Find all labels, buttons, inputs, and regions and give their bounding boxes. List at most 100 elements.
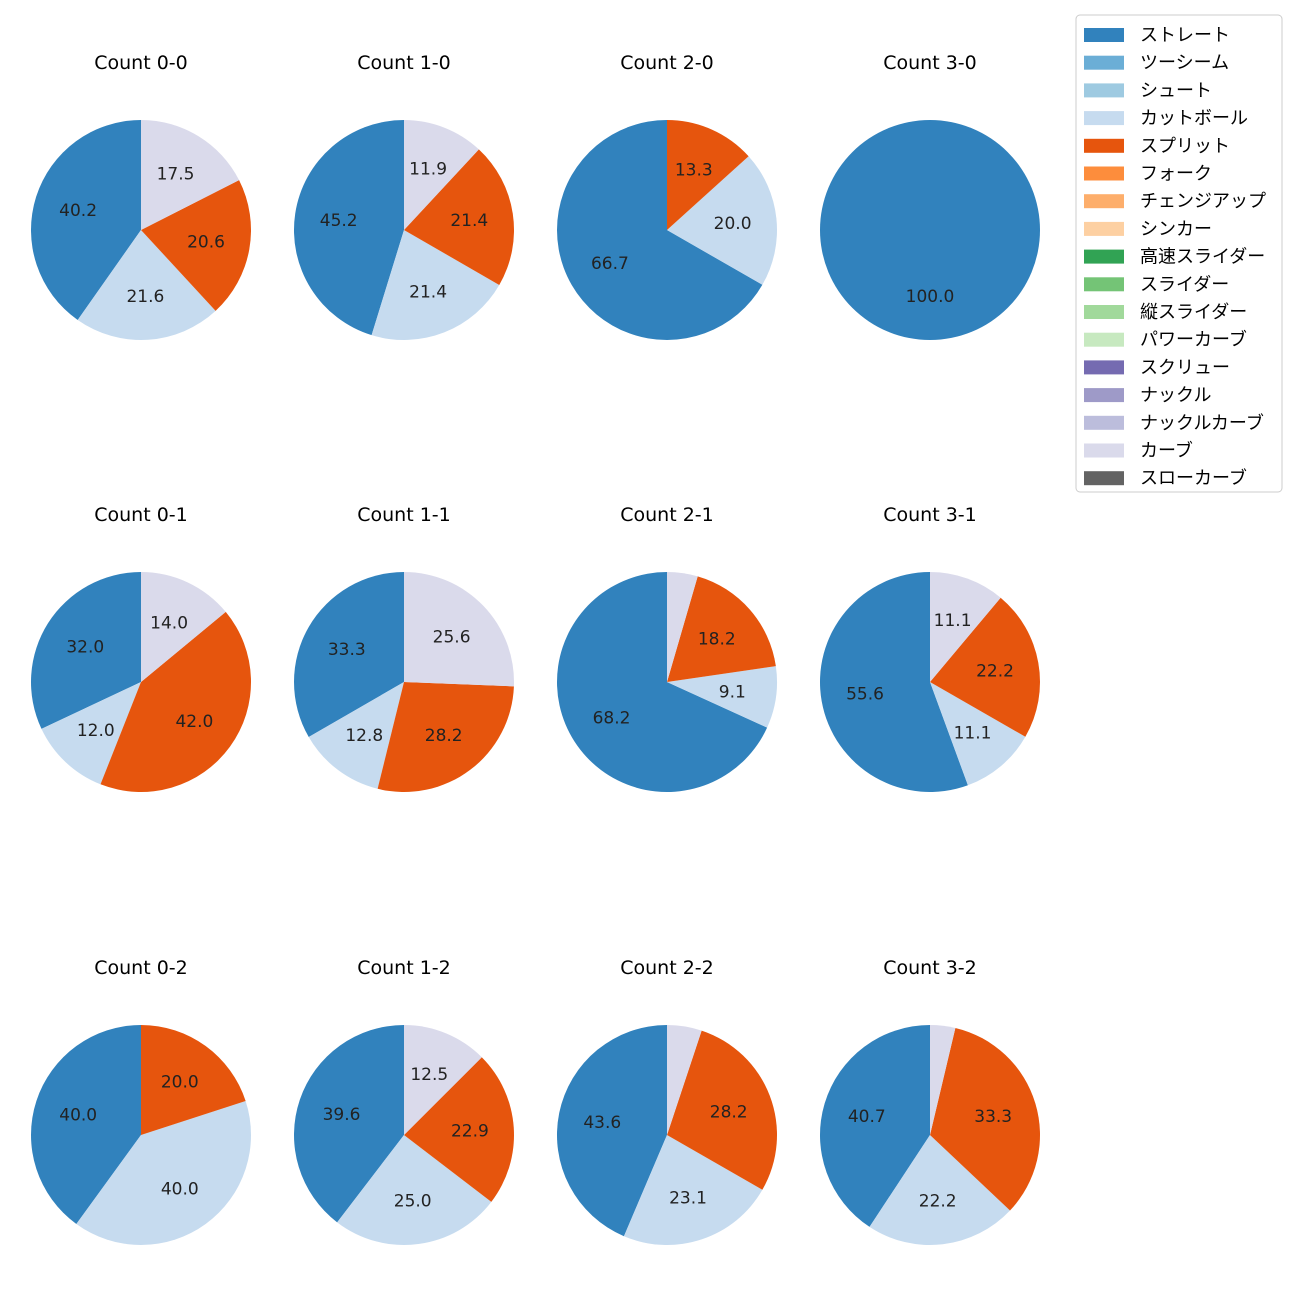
pie-slice-label: 33.3 (328, 640, 366, 660)
legend-swatch (1084, 55, 1124, 70)
pie-slice-4 (404, 572, 515, 687)
pie-slice-1 (30, 120, 141, 320)
pie-title: Count 2-1 (620, 504, 714, 526)
pie-slice-1 (556, 1025, 667, 1237)
pie-slice-label: 20.6 (187, 233, 225, 253)
pie-slice-2 (667, 666, 777, 728)
legend-swatch (1084, 443, 1124, 458)
pie-slice-1 (820, 120, 1040, 340)
pie-slice-2 (623, 1135, 763, 1246)
pie-slice-label: 20.0 (161, 1073, 199, 1093)
pie-title: Count 3-1 (883, 504, 977, 526)
pie-slice-3 (141, 1025, 246, 1135)
legend-item: フォーク (1084, 164, 1212, 185)
pie-title: Count 0-1 (94, 504, 188, 526)
pie-slice-3 (404, 149, 514, 285)
pie-slice-1 (30, 1025, 141, 1224)
pie-5: Count 0-1 32.0 12.0 42.0 14.0 (30, 504, 252, 793)
pie-slice-3 (930, 1027, 1040, 1211)
pie-slice-label: 28.2 (710, 1103, 748, 1123)
pie-slice-1 (294, 1025, 404, 1223)
legend-label: パワーカーブ (1140, 329, 1247, 351)
pie-slice-3 (404, 1057, 514, 1202)
pie-slice-label: 11.1 (954, 724, 992, 744)
legend-item: ツーシーム (1084, 53, 1229, 74)
legend-label: スクリュー (1140, 357, 1230, 378)
legend-item: カーブ (1084, 440, 1193, 462)
pie-slice-1 (294, 572, 404, 737)
legend-swatch (1084, 332, 1124, 347)
pie-slice-3 (667, 1030, 778, 1190)
pie-slice-label: 32.0 (66, 638, 104, 658)
pie-slice-label: 39.6 (323, 1105, 361, 1125)
pie-slice-label: 20.0 (714, 214, 752, 234)
pie-slice-4 (404, 120, 479, 230)
pie-slice-label: 9.1 (719, 682, 746, 702)
pie-slice-label: 40.2 (59, 201, 97, 221)
pie-slice-label: 11.9 (409, 160, 447, 180)
pie-slice-label: 12.5 (410, 1065, 448, 1085)
legend-frame (1075, 14, 1283, 493)
legend-swatch (1084, 138, 1124, 153)
legend-item: 高速スライダー (1084, 247, 1265, 268)
legend-label: ストレート (1140, 25, 1230, 46)
pie-12: Count 3-2 40.7 22.2 33.3 (820, 957, 1040, 1246)
legend-label: カットボール (1140, 108, 1248, 129)
legend-label: 縦スライダー (1140, 302, 1247, 323)
legend-item: スクリュー (1084, 357, 1230, 378)
legend-swatch (1084, 388, 1124, 403)
legend-label: カーブ (1140, 440, 1193, 462)
pie-slice-label: 28.2 (425, 726, 463, 746)
legend-swatch (1084, 221, 1124, 236)
legend-swatch (1084, 111, 1124, 126)
pie-slice-2 (371, 230, 500, 341)
pie-slice-label: 25.6 (433, 627, 471, 647)
pie-title: Count 1-0 (357, 52, 451, 74)
legend-label: スプリット (1140, 136, 1230, 157)
legend-item: 縦スライダー (1084, 302, 1247, 323)
pie-title: Count 3-2 (883, 957, 977, 979)
pie-slice-2 (869, 1135, 1011, 1246)
pie-slice-3 (667, 120, 749, 230)
pie-slice-label: 21.4 (450, 211, 488, 231)
pie-slice-2 (41, 682, 141, 785)
pie-slice-label: 21.6 (126, 287, 164, 307)
pie-slice-label: 100.0 (906, 287, 955, 307)
pie-slice-label: 33.3 (974, 1107, 1012, 1127)
pie-9: Count 0-2 40.0 40.0 20.0 (30, 957, 252, 1246)
pie-slice-label: 14.0 (150, 613, 188, 633)
pie-slice-1 (557, 120, 763, 340)
pie-2: Count 1-0 45.2 21.4 21.4 11.9 (293, 52, 514, 341)
pie-11: Count 2-2 43.6 23.1 28.2 (556, 957, 778, 1246)
pie-slice-2 (337, 1135, 492, 1245)
legend-item: ナックル (1084, 385, 1211, 406)
pie-slice-label: 55.6 (846, 685, 884, 705)
legend-swatch (1084, 471, 1124, 486)
pie-slice-label: 17.5 (157, 165, 195, 185)
pie-slice-2 (77, 230, 216, 341)
pie-slice-label: 40.0 (59, 1106, 97, 1126)
legend-item: スローカーブ (1084, 467, 1247, 489)
pie-3: Count 2-0 66.7 20.0 13.3 (557, 52, 778, 340)
pie-slice-4 (404, 1025, 482, 1135)
pie-slice-3 (930, 597, 1041, 737)
pie-slice-label: 22.9 (451, 1122, 489, 1142)
pie-slice-label: 42.0 (175, 712, 213, 732)
pie-slice-label: 40.7 (848, 1107, 886, 1127)
legend-swatch (1084, 277, 1124, 292)
legend-swatch (1084, 249, 1124, 264)
pie-slice-2 (76, 1101, 252, 1246)
legend-label: スローカーブ (1140, 467, 1247, 489)
legend-swatch (1084, 166, 1124, 181)
legend-swatch (1084, 194, 1124, 209)
pie-slice-label: 11.1 (934, 611, 972, 631)
legend-label: ナックルカーブ (1140, 412, 1264, 434)
pie-slice-label: 45.2 (320, 211, 358, 231)
legend-item: シンカー (1084, 219, 1212, 240)
pie-slice-label: 13.3 (675, 161, 713, 181)
pie-slice-label: 68.2 (593, 709, 631, 729)
legend-label: ツーシーム (1140, 53, 1229, 74)
pie-slice-1 (819, 572, 968, 792)
pie-8: Count 3-1 55.6 11.1 22.2 11.1 (819, 504, 1041, 792)
